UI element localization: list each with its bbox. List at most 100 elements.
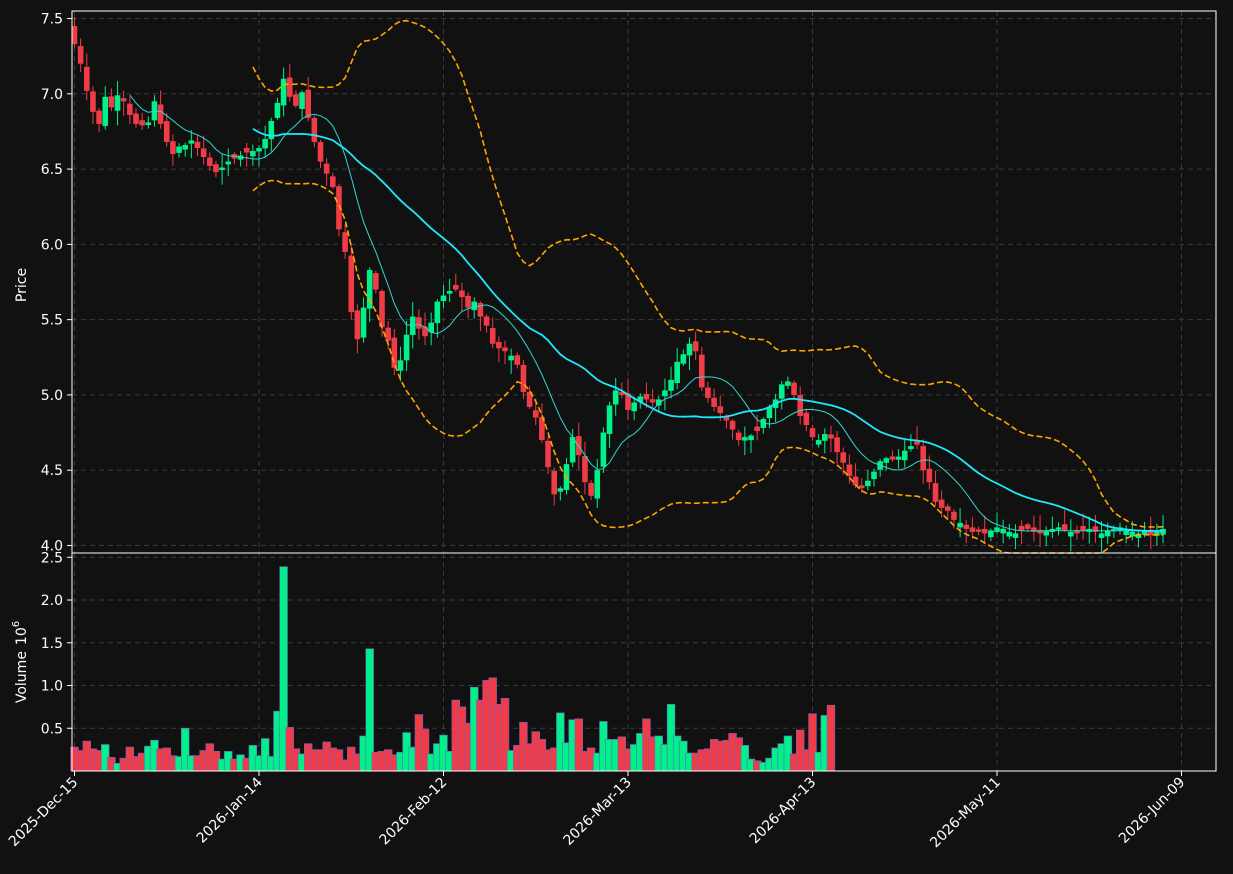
price-tick-label: 7.0 [41,87,63,103]
candle-body [127,103,133,115]
candle-body [379,291,385,328]
candle-body [778,384,785,399]
price-tick-label: 7.5 [41,12,63,28]
candle-body [957,522,963,528]
volume-tick-label: 1.0 [41,679,63,695]
candle-body [754,426,760,432]
price-tick-label: 5.5 [41,313,63,329]
candle-body [901,450,908,461]
volume-panel-frame [71,552,1217,772]
candle-body [262,138,268,149]
candle-body [852,476,859,486]
candle-body [465,295,471,308]
indicator-lines [129,19,1164,554]
candle-body [280,78,287,106]
candle-body [1129,531,1136,537]
candle-body [914,440,920,445]
volume-grid [72,553,1216,771]
candle-body [188,140,195,144]
candle-body [557,488,564,492]
candle-body [1098,533,1105,538]
candle-body [551,470,557,495]
candle-body [477,302,484,317]
candle-body [508,355,514,361]
volume-tick-label: 1.5 [41,636,63,652]
candle-body [139,120,145,126]
candle-body [1141,530,1148,535]
candle-body [496,341,502,349]
candle-body [723,416,730,421]
candle-body [865,480,871,487]
candle-body [1000,528,1006,534]
candle-body [711,397,717,407]
candle-body [582,456,588,483]
candle-body [729,420,736,430]
candle-body [459,290,465,298]
candle-body [440,295,447,302]
candle-body [532,410,539,418]
volume-bar [826,704,836,772]
candle-body [243,148,250,153]
candles [71,17,1166,553]
candle-body [748,435,754,441]
volume-axis-label-text: Volume [14,651,30,703]
candle-body [625,393,631,410]
candle-body [1068,531,1074,537]
candle-body [643,393,650,400]
candle-body [434,301,441,324]
candle-body [951,511,957,520]
price-tick-label: 4.5 [41,463,63,479]
candle-body [354,310,361,340]
upper-band-line [252,19,1164,528]
candle-body [77,46,84,64]
candle-body [1012,533,1019,538]
candle-body [637,396,644,402]
candle-body [1037,529,1043,534]
candle-body [1043,530,1049,536]
candle-body [815,440,822,445]
candle-body [225,161,232,165]
candle-body [102,96,109,126]
candle-body [96,110,102,124]
candle-body [1074,529,1080,534]
candle-body [994,527,1000,532]
candle-body [662,390,668,397]
candle-body [170,141,176,155]
candle-body [1160,528,1166,535]
candle-body [71,26,78,45]
candle-body [920,446,926,471]
candle-body [483,316,490,326]
price-axis-ticks: 4.0 4.5 5.0 5.5 6.0 6.5 7.0 7.5 [41,12,72,554]
candle-body [182,144,188,150]
candle-body [963,524,970,529]
candle-body [809,428,816,438]
candle-body [1092,526,1099,532]
candle-body [323,163,330,174]
candle-body [90,91,96,112]
volume-tick-label: 0.5 [41,721,63,737]
candle-body [373,273,379,290]
fast-ma-line [129,94,1164,532]
candle-body [834,437,840,453]
candle-body [717,406,724,413]
candle-body [619,392,625,395]
candle-body [785,381,791,386]
candle-body [305,89,311,118]
candle-body [471,301,478,311]
candle-body [391,337,398,368]
candle-body [908,446,914,450]
candle-body [655,399,662,406]
candle-body [674,361,680,383]
candle-body [1154,531,1160,536]
candle-body [1018,525,1025,531]
candle-body [766,406,773,419]
candle-body [360,307,367,338]
candle-body [895,456,902,460]
candle-body [526,391,533,407]
candle-body [539,417,545,441]
candle-body [668,379,674,391]
candle-body [108,96,115,108]
candle-body [446,291,453,294]
lower-band-line [252,179,1164,554]
